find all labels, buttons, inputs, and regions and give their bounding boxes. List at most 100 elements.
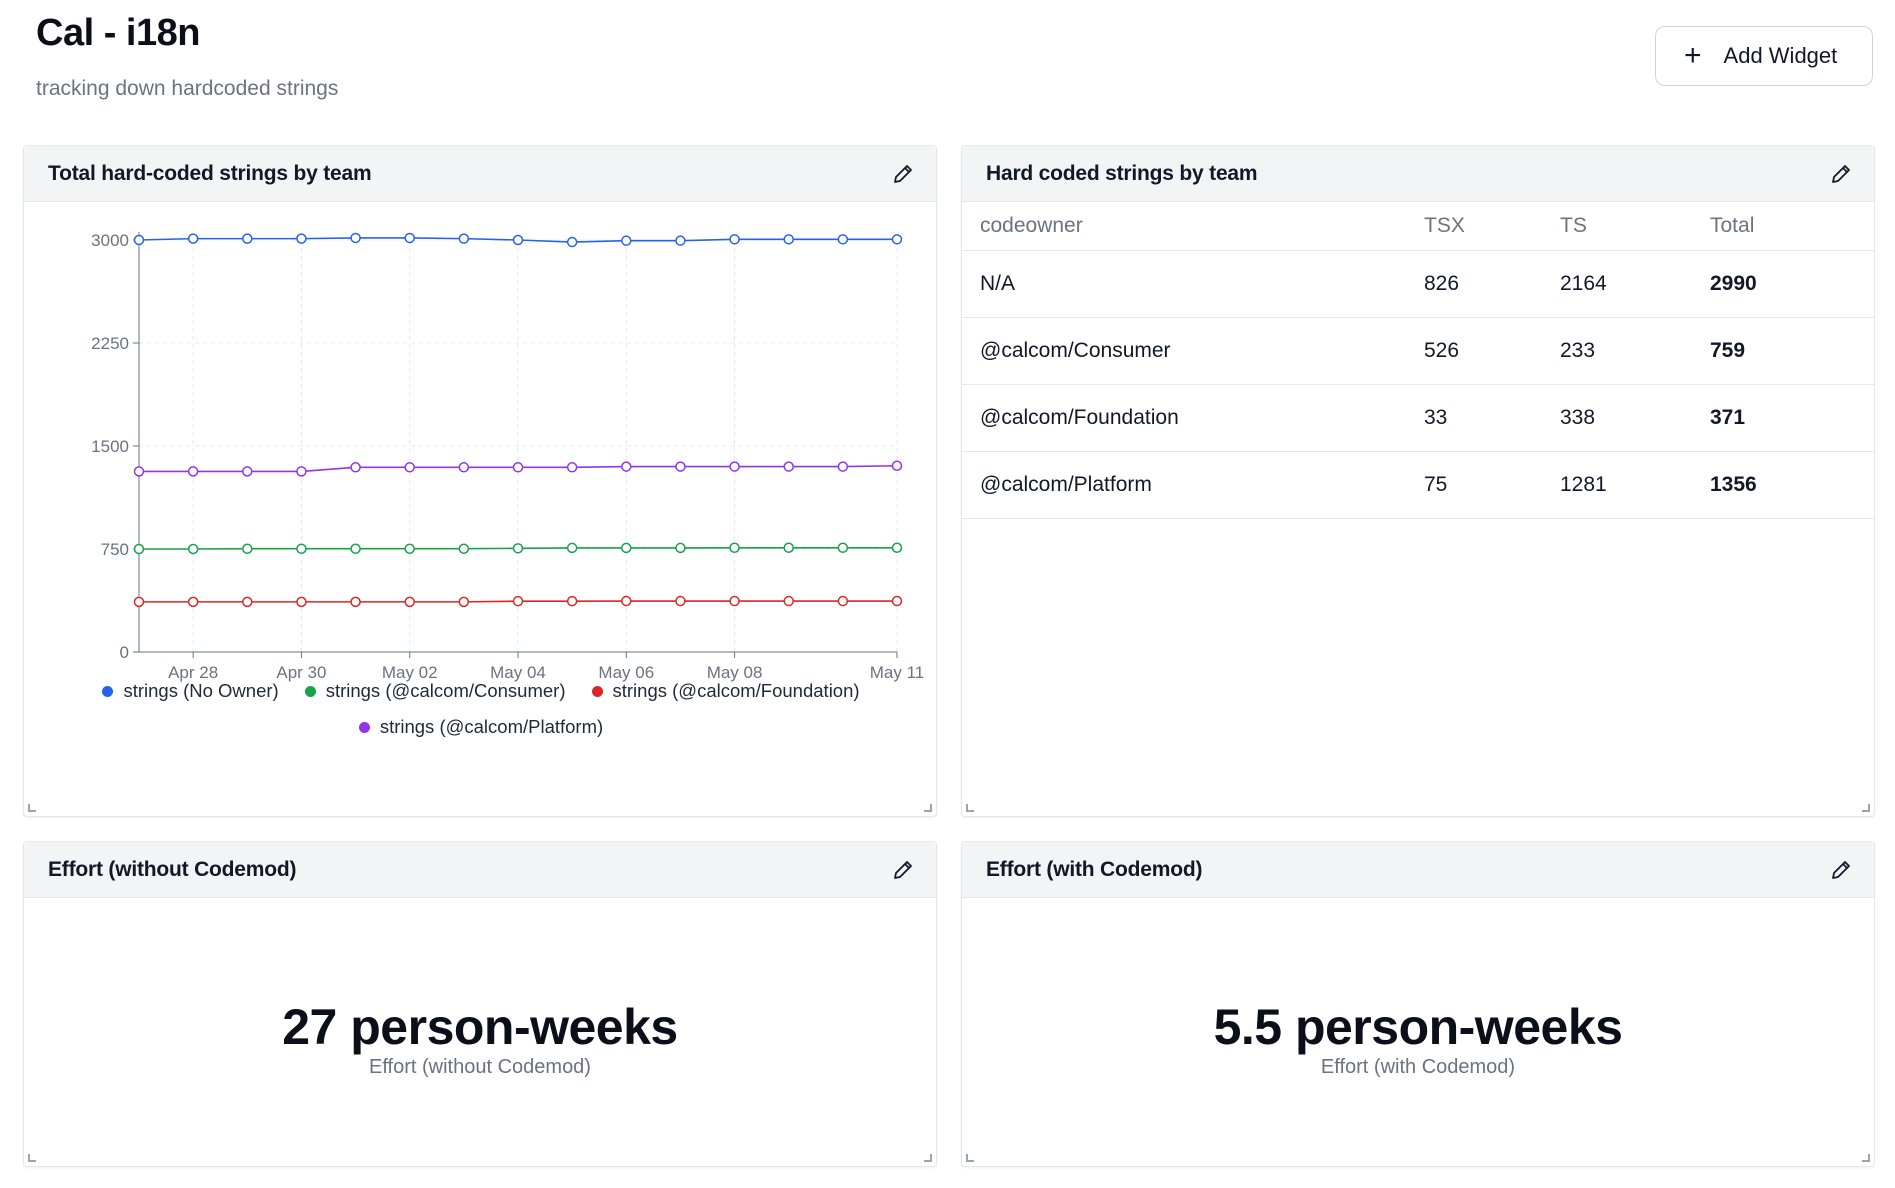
resize-handle[interactable] xyxy=(966,804,974,812)
data-point xyxy=(242,466,253,477)
data-point xyxy=(296,543,307,554)
resize-handle[interactable] xyxy=(28,804,36,812)
legend-dot-icon xyxy=(358,721,370,733)
data-point xyxy=(404,232,415,244)
legend-item[interactable]: strings (@calcom/Platform) xyxy=(358,716,603,738)
data-point xyxy=(783,595,794,607)
data-point xyxy=(296,466,307,477)
data-point xyxy=(891,542,903,554)
x-tick-label: May 11 xyxy=(870,663,925,682)
data-point xyxy=(350,596,361,608)
plus-icon: + xyxy=(1684,39,1702,72)
widget-header: Effort (with Codemod) xyxy=(962,842,1874,898)
data-point xyxy=(187,233,199,244)
data-point xyxy=(350,232,361,244)
legend-item[interactable]: strings (No Owner) xyxy=(102,680,279,702)
ts-cell: 2164 xyxy=(1560,250,1710,318)
widget-header: Hard coded strings by team xyxy=(962,146,1874,202)
codeowner-table: codeowner TSX TS Total N/A 826 2164 2990… xyxy=(962,202,1874,519)
data-point xyxy=(783,542,794,554)
metric-body: 5.5 person-weeks Effort (with Codemod) xyxy=(962,898,1874,1166)
tsx-cell: 33 xyxy=(1424,384,1560,452)
pencil-icon[interactable] xyxy=(1828,857,1854,883)
data-point xyxy=(133,596,145,608)
x-tick-label: Apr 30 xyxy=(276,663,326,682)
table-header-row: codeowner TSX TS Total xyxy=(962,202,1874,251)
metric-caption: Effort (without Codemod) xyxy=(369,1055,591,1078)
metric-value: 5.5 person-weeks xyxy=(1213,999,1623,1056)
x-tick-label: May 08 xyxy=(707,663,763,682)
tsx-cell: 526 xyxy=(1424,317,1560,385)
data-point xyxy=(566,462,578,473)
metric-body: 27 person-weeks Effort (without Codemod) xyxy=(24,898,936,1166)
table-row: @calcom/Consumer 526 233 759 xyxy=(962,317,1874,385)
table-row: @calcom/Foundation 33 338 371 xyxy=(962,384,1874,452)
data-point xyxy=(837,595,849,607)
total-cell: 759 xyxy=(1710,317,1874,385)
legend-item[interactable]: strings (@calcom/Consumer) xyxy=(304,680,566,702)
data-point xyxy=(729,595,740,607)
x-tick-label: May 04 xyxy=(490,663,546,682)
data-point xyxy=(512,543,524,554)
x-tick-label: May 02 xyxy=(382,663,438,682)
data-point xyxy=(187,466,199,477)
codeowner-cell: @calcom/Consumer xyxy=(962,317,1424,385)
widget-header: Total hard-coded strings by team xyxy=(24,146,936,202)
effort-with-widget: Effort (with Codemod) 5.5 person-weeks E… xyxy=(961,841,1875,1167)
data-point xyxy=(350,462,361,473)
data-point xyxy=(133,466,145,477)
data-point xyxy=(729,542,740,554)
pencil-icon[interactable] xyxy=(890,857,916,883)
column-header[interactable]: Total xyxy=(1710,202,1874,251)
data-point xyxy=(675,461,686,472)
y-tick-label: 750 xyxy=(101,540,129,559)
page-subtitle: tracking down hardcoded strings xyxy=(36,77,339,100)
data-point xyxy=(566,542,578,554)
legend-item[interactable]: strings (@calcom/Foundation) xyxy=(591,680,860,702)
legend-label: strings (No Owner) xyxy=(123,680,279,701)
data-point xyxy=(675,235,686,246)
y-tick-label: 3000 xyxy=(91,231,129,250)
ts-cell: 233 xyxy=(1560,317,1710,385)
data-point xyxy=(512,234,524,246)
data-point xyxy=(458,462,470,473)
column-header[interactable]: codeowner xyxy=(962,202,1424,251)
pencil-icon[interactable] xyxy=(890,161,916,187)
data-point xyxy=(133,234,145,246)
data-point xyxy=(404,596,415,608)
table-row: N/A 826 2164 2990 xyxy=(962,250,1874,318)
data-point xyxy=(783,234,794,245)
data-point xyxy=(458,233,470,244)
resize-handle[interactable] xyxy=(966,1154,974,1162)
pencil-icon[interactable] xyxy=(1828,161,1854,187)
codeowner-cell: @calcom/Foundation xyxy=(962,384,1424,452)
widget-title: Effort (with Codemod) xyxy=(986,857,1203,881)
metric-caption: Effort (with Codemod) xyxy=(1320,1055,1516,1078)
data-point xyxy=(242,596,253,608)
resize-handle[interactable] xyxy=(1862,804,1870,812)
tsx-cell: 75 xyxy=(1424,451,1560,519)
data-point xyxy=(891,595,903,607)
data-point xyxy=(296,233,307,244)
ts-cell: 1281 xyxy=(1560,451,1710,519)
widget-title: Hard coded strings by team xyxy=(986,161,1258,185)
page-header: Cal - i18n tracking down hardcoded strin… xyxy=(36,12,338,101)
tsx-cell: 826 xyxy=(1424,250,1560,318)
legend-dot-icon xyxy=(102,685,114,697)
y-tick-label: 2250 xyxy=(91,334,129,353)
data-point xyxy=(891,234,903,245)
add-widget-button[interactable]: + Add Widget xyxy=(1655,26,1873,86)
resize-handle[interactable] xyxy=(924,804,932,812)
data-point xyxy=(675,542,686,554)
resize-handle[interactable] xyxy=(28,1154,36,1162)
column-header[interactable]: TSX xyxy=(1424,202,1560,251)
resize-handle[interactable] xyxy=(924,1154,932,1162)
resize-handle[interactable] xyxy=(1862,1154,1870,1162)
widget-title: Total hard-coded strings by team xyxy=(48,161,372,185)
data-point xyxy=(187,596,199,608)
column-header[interactable]: TS xyxy=(1560,202,1710,251)
ts-cell: 338 xyxy=(1560,384,1710,452)
legend-label: strings (@calcom/Consumer) xyxy=(325,680,566,701)
data-point xyxy=(458,596,470,608)
data-point xyxy=(621,461,632,472)
